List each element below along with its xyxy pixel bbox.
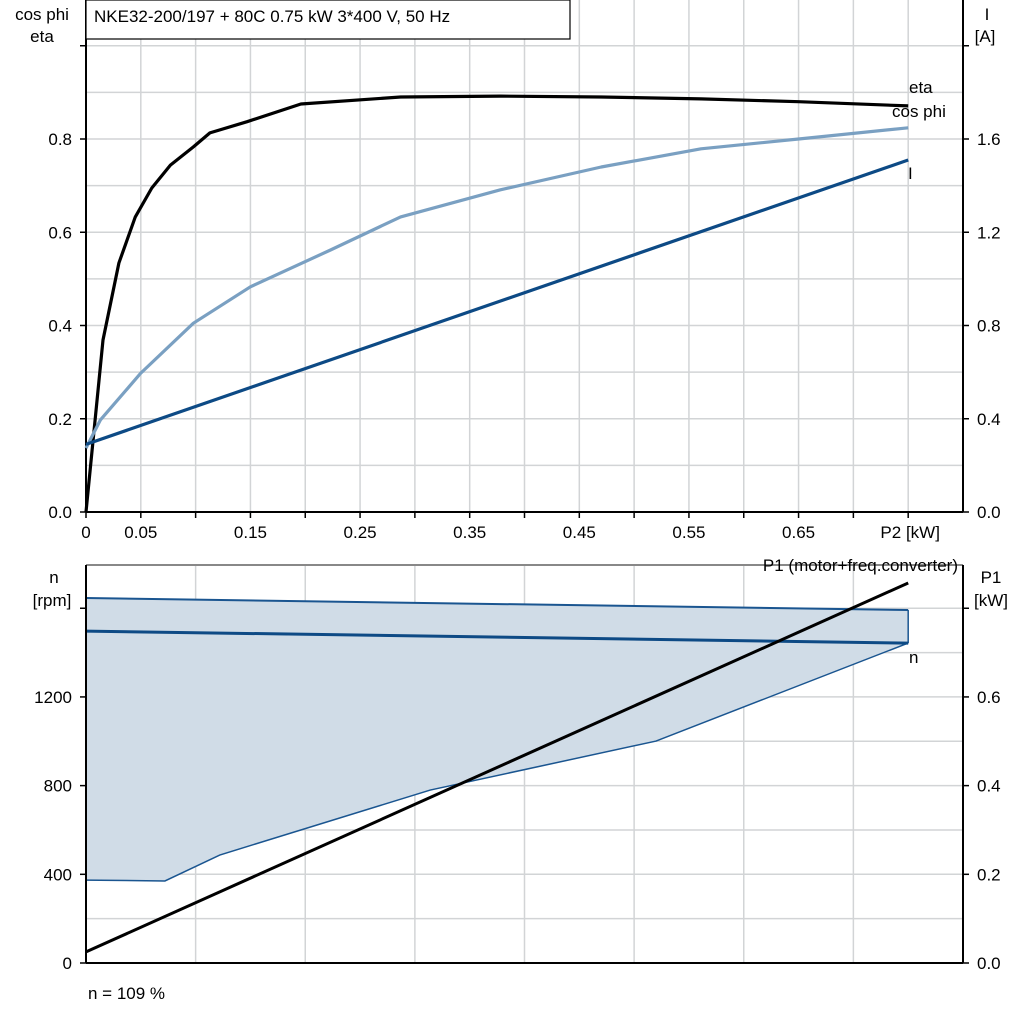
series-label-n: n bbox=[909, 648, 918, 667]
y-left-tick-label: 0.8 bbox=[48, 130, 72, 149]
top-chart: 0 0.05 0.15 0.25 0.35 0.45 0.55 0.65 P2 [kW] 0.0 0… bbox=[15, 0, 1001, 542]
series-label-i: I bbox=[908, 164, 913, 183]
y-left-tick-label: 800 bbox=[44, 777, 72, 796]
speed-annotation: n = 109 % bbox=[88, 984, 165, 1003]
speed-range-band bbox=[86, 598, 909, 881]
y-right-axis-label: [A] bbox=[975, 27, 996, 46]
x-tick-label: 0.65 bbox=[782, 523, 815, 542]
x-tick-label: 0.15 bbox=[234, 523, 267, 542]
y-right-tick-label: 0.4 bbox=[977, 777, 1001, 796]
x-tick-label: 0 bbox=[81, 523, 90, 542]
y-left-tick-label: 0.2 bbox=[48, 410, 72, 429]
y-left-axis-label: [rpm] bbox=[33, 591, 72, 610]
y-right-axis-label: P1 bbox=[981, 568, 1002, 587]
x-tick-label: 0.55 bbox=[672, 523, 705, 542]
x-axis-label: P2 [kW] bbox=[880, 523, 940, 542]
chart-title: NKE32-200/197 + 80C 0.75 kW 3*400 V, 50 … bbox=[94, 7, 450, 26]
title-box bbox=[85, 0, 571, 40]
y-right-tick-label: 0.2 bbox=[977, 865, 1001, 884]
series-line-i bbox=[85, 158, 909, 446]
y-left-tick-label: 400 bbox=[44, 865, 72, 884]
y-left-axis-label: eta bbox=[30, 27, 54, 46]
y-left-tick-label: 1200 bbox=[34, 688, 72, 707]
speed-max-line bbox=[85, 597, 909, 612]
series-label-eta: eta bbox=[909, 78, 933, 97]
y-left-axis-label: n bbox=[49, 568, 58, 587]
x-tick-label: 0.35 bbox=[453, 523, 486, 542]
bottom-chart: 0 400 800 1200 0.0 0.2 0.4 0.6 n [rpm] P1 [kW] P1 (m… bbox=[33, 556, 1008, 1003]
x-tick-label: 0.45 bbox=[563, 523, 596, 542]
y-right-tick-label: 0.0 bbox=[977, 954, 1001, 973]
y-right-tick-label: 1.6 bbox=[977, 130, 1001, 149]
y-left-tick-label: 0.0 bbox=[48, 503, 72, 522]
y-left-tick-label: 0 bbox=[63, 954, 72, 973]
y-left-tick-label: 0.6 bbox=[48, 223, 72, 242]
y-left-axis-label: cos phi bbox=[15, 5, 69, 24]
y-right-tick-label: 0.0 bbox=[977, 503, 1001, 522]
series-label-p1: P1 (motor+freq.converter) bbox=[763, 556, 958, 575]
series-line-cos-phi bbox=[84, 126, 909, 449]
y-right-axis-label: I bbox=[985, 5, 990, 24]
y-right-axis-label: [kW] bbox=[974, 591, 1008, 610]
y-right-tick-label: 0.6 bbox=[977, 688, 1001, 707]
x-tick-label: 0.25 bbox=[344, 523, 377, 542]
y-left-tick-label: 0.4 bbox=[48, 317, 72, 336]
series-line-eta bbox=[84, 94, 909, 513]
speed-min-line bbox=[85, 642, 909, 882]
series-line-n bbox=[85, 629, 909, 645]
x-tick-label: 0.05 bbox=[124, 523, 157, 542]
series-line-p1 bbox=[85, 581, 909, 954]
series-label-cos-phi: cos phi bbox=[892, 102, 946, 121]
y-right-tick-label: 0.8 bbox=[977, 317, 1001, 336]
y-right-tick-label: 1.2 bbox=[977, 223, 1001, 242]
y-right-tick-label: 0.4 bbox=[977, 410, 1001, 429]
